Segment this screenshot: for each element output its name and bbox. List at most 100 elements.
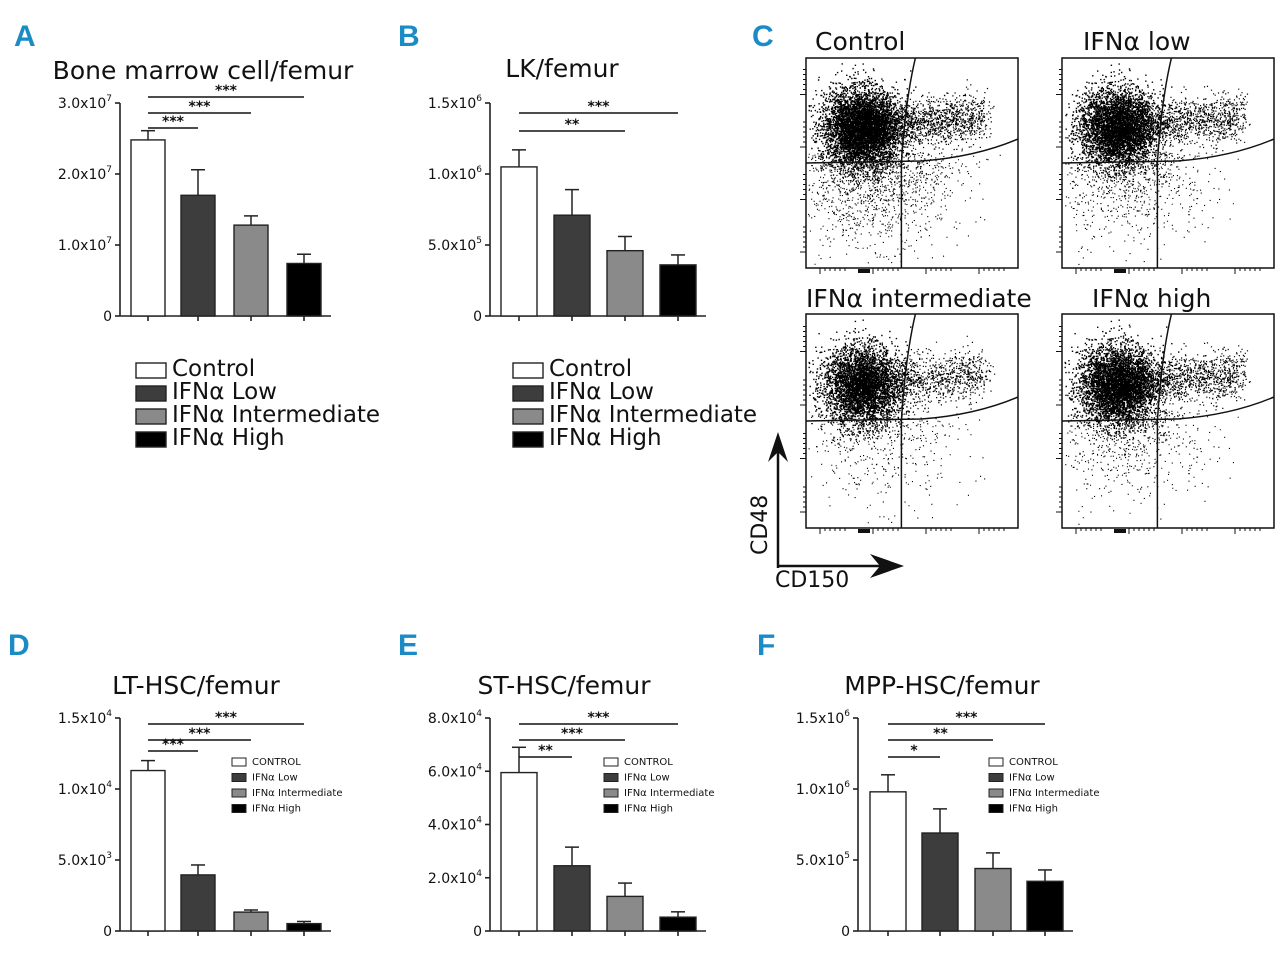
y-tick-exponent: 3 [106,851,112,861]
facs-ticks [800,69,1005,274]
legend-label-intermediate: IFNα Intermediate [624,788,714,799]
y-tick-exponent: 4 [106,780,112,790]
y-tick-label: 0 [841,924,850,940]
y-tick-label: 2.0x104 [428,869,482,887]
bar-low [553,214,591,317]
bar-intermediate [233,224,269,317]
legend-swatch-high [135,431,167,448]
facs-panel: C Control IFNα low IFNα intermediate IFN… [748,20,1275,593]
facs-gate-vertical [1156,313,1173,528]
facs-dots [808,63,1001,265]
bar-low [180,194,216,317]
legend-label-low: IFNα Low [252,773,298,784]
bar-intermediate [233,911,269,932]
facs-gate-vertical [900,57,917,268]
y-tick-exponent: 4 [476,762,482,772]
facs-title-ifna-high: IFNα high [1092,284,1211,313]
panel-letter-d: D [8,629,30,662]
legend-label-control: CONTROL [624,757,673,768]
facs-plot-ifna-intermediate [800,313,1019,534]
significance-label: *** [162,737,185,753]
facs-gate-vertical [900,313,917,528]
bar-intermediate [974,867,1012,932]
y-tick-label: 8.0x104 [428,709,482,727]
legend-swatch-low [988,773,1004,782]
legend-swatch-high [231,804,247,813]
facs-gate-vertical [1156,57,1173,268]
y-tick-exponent: 7 [106,236,112,246]
y-tick-exponent: 6 [476,165,482,175]
legend-swatch-high [512,431,544,448]
legend-swatch-control [603,757,619,767]
facs-title-control: Control [815,27,905,56]
significance-label: *** [189,726,212,742]
legend-label-high: IFNα High [1009,804,1058,815]
facs-gate-horizontal [1061,138,1275,164]
y-tick-exponent: 6 [844,780,850,790]
bar-low [921,832,959,932]
panel-letter-b: B [398,20,420,53]
bar-control [130,139,166,317]
panel-letter-e: E [398,629,418,662]
y-tick-exponent: 7 [106,165,112,175]
y-tick-label: 5.0x105 [796,851,850,869]
legend-swatch-control [988,757,1004,767]
legend-label-intermediate: IFNα Intermediate [549,402,757,428]
facs-dots [1064,319,1251,525]
y-tick-label: 4.0x104 [428,816,482,834]
legend-swatch-low [135,385,167,402]
y-tick-label: 1.0x106 [428,165,482,183]
y-tick-exponent: 4 [476,709,482,719]
legend-label-high: IFNα High [624,804,673,815]
y-tick-label: 1.5x104 [58,709,112,727]
legend-swatch-intermediate [512,408,544,425]
y-tick-label: 1.5x106 [428,94,482,112]
bar-control [500,771,538,932]
significance-label: *** [956,710,979,726]
legend-swatch-intermediate [231,788,247,798]
legend-swatch-low [603,773,619,782]
legend-swatch-low [512,385,544,402]
y-tick-exponent: 4 [476,816,482,826]
legend-swatch-high [603,804,619,813]
facs-plot-ifna-low [1056,57,1275,274]
facs-title-ifna-intermediate: IFNα intermediate [806,284,1032,313]
significance-label: *** [215,710,238,726]
facs-gate-horizontal [805,396,1019,422]
legend-swatch-control [135,362,167,379]
y-tick-exponent: 7 [106,94,112,104]
y-tick-label: 5.0x105 [428,236,482,254]
bar-low [180,874,216,932]
bar-control [500,166,538,317]
y-tick-label: 5.0x103 [58,851,112,869]
chart-title: Bone marrow cell/femur [53,56,354,85]
facs-axis-arrows [768,432,904,578]
bar-chart-a: A Bone marrow cell/femur 0 1.0x107 2.0x107 3.… [14,20,380,451]
facs-gate-horizontal [1061,396,1275,422]
chart-title: ST-HSC/femur [477,671,651,700]
legend-swatch-intermediate [603,788,619,798]
significance-label: *** [561,726,584,742]
y-tick-label: 0 [473,924,482,940]
legend-label-high: IFNα High [172,425,285,451]
legend-swatch-low [231,773,247,782]
legend-swatch-control [512,362,544,379]
y-tick-label: 0 [103,924,112,940]
legend-swatch-high [988,804,1004,813]
facs-y-axis-label: CD48 [748,495,773,555]
y-tick-label: 1.0x107 [58,236,112,254]
bar-high [659,264,697,317]
facs-plot-control [800,57,1019,274]
legend-swatch-intermediate [988,788,1004,798]
legend-label-low: IFNα Low [1009,773,1055,784]
y-tick-exponent: 4 [106,709,112,719]
y-tick-exponent: 4 [476,869,482,879]
chart-title: LK/femur [505,54,619,83]
legend-label-low: IFNα Low [624,773,670,784]
facs-title-ifna-low: IFNα low [1083,27,1191,56]
y-tick-label: 1.5x106 [796,709,850,727]
facs-gate-horizontal [805,138,1019,164]
facs-plot-ifna-high [1056,313,1275,534]
significance-label: ** [933,726,948,742]
